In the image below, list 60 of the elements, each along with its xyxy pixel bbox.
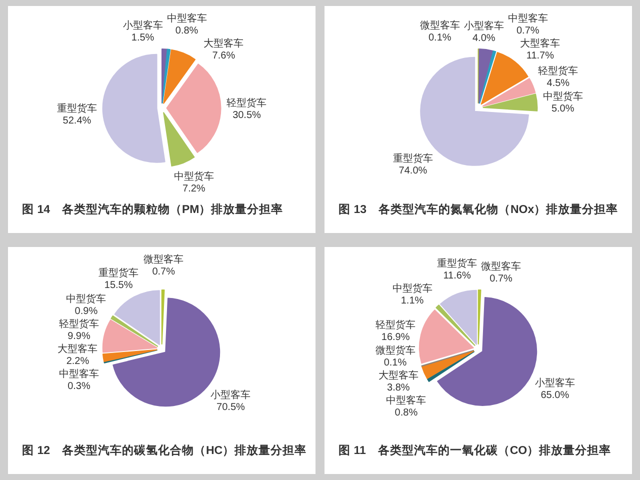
- data-label: 5.0%: [551, 104, 574, 115]
- data-label: 1.1%: [400, 295, 424, 306]
- slice-label: 大型客车: [378, 369, 418, 382]
- data-label: 7.2%: [182, 183, 206, 194]
- data-label: 9.9%: [68, 330, 90, 342]
- slice-label: 重型货车: [56, 102, 97, 114]
- data-label: 0.8%: [394, 407, 418, 418]
- data-label: 0.8%: [175, 26, 198, 36]
- slice-label: 重型货车: [437, 257, 478, 270]
- data-label: 0.7%: [152, 266, 176, 278]
- data-label: 15.5%: [104, 280, 133, 291]
- slice-label: 大型客车: [204, 38, 244, 50]
- slice-label: 中型货车: [66, 292, 106, 305]
- slice-label: 小型客车: [534, 376, 575, 389]
- data-label: 11.7%: [526, 50, 554, 62]
- slice-label: 中型货车: [542, 90, 583, 103]
- data-label: 74.0%: [398, 165, 428, 176]
- slice-label: 重型货车: [98, 266, 139, 279]
- slice-label: 中型客车: [508, 12, 548, 24]
- data-label: 11.6%: [443, 270, 471, 282]
- slice-label: 重型货车: [392, 152, 433, 164]
- data-label: 70.5%: [216, 402, 246, 414]
- slice-label: 微型货车: [375, 344, 416, 356]
- slice-label: 中型货车: [392, 282, 432, 294]
- text: 图 13 各类型汽车的氮氧化物（NOx）排放量分担率: [338, 202, 618, 216]
- data-label: 4.5%: [546, 78, 570, 90]
- data-label: 0.7%: [490, 274, 513, 285]
- slice-label: 轻型货车: [376, 319, 416, 332]
- slice-label: 小型客车: [122, 20, 163, 32]
- data-label: 0.1%: [384, 357, 407, 368]
- data-label: 7.6%: [212, 50, 236, 62]
- slice-label: 中型客车: [58, 368, 99, 380]
- slice-label: 轻型货车: [538, 65, 578, 78]
- slice-label: 轻型货车: [58, 318, 99, 330]
- slice-label: 小型客车: [464, 20, 504, 32]
- slice-label: 小型客车: [210, 389, 251, 402]
- data-label: 1.5%: [131, 32, 154, 44]
- text: 图 12 各类型汽车的碳氢化合物（HC）排放量分担率: [22, 443, 307, 457]
- data-label: 2.2%: [66, 356, 90, 367]
- data-label: 0.1%: [428, 32, 452, 44]
- data-label: 0.3%: [68, 380, 90, 392]
- data-label: 52.4%: [62, 115, 92, 126]
- slice-label: 中型客车: [166, 12, 207, 24]
- data-label: 30.5%: [232, 110, 262, 122]
- data-label: 0.9%: [74, 306, 98, 317]
- text: 图 14 各类型汽车的颗粒物（PM）排放量分担率: [22, 202, 284, 216]
- slice-label: 轻型货车: [226, 97, 267, 110]
- data-label: 16.9%: [381, 332, 410, 344]
- data-label: 0.7%: [516, 26, 540, 36]
- data-label: 65.0%: [540, 390, 570, 401]
- slice-label: 中型货车: [174, 170, 214, 182]
- text: 图 11 各类型汽车的一氧化碳（CO）排放量分担率: [338, 443, 612, 457]
- slice-label: 微型客车: [144, 254, 184, 266]
- slice-label: 微型客车: [420, 20, 460, 32]
- slice-label: 微型客车: [481, 260, 522, 273]
- slice-label: 大型客车: [520, 38, 560, 50]
- slice-label: 中型客车: [386, 394, 426, 406]
- data-label: 3.8%: [387, 382, 410, 394]
- data-label: 4.0%: [472, 33, 496, 44]
- slice-label: 大型客车: [58, 342, 98, 355]
